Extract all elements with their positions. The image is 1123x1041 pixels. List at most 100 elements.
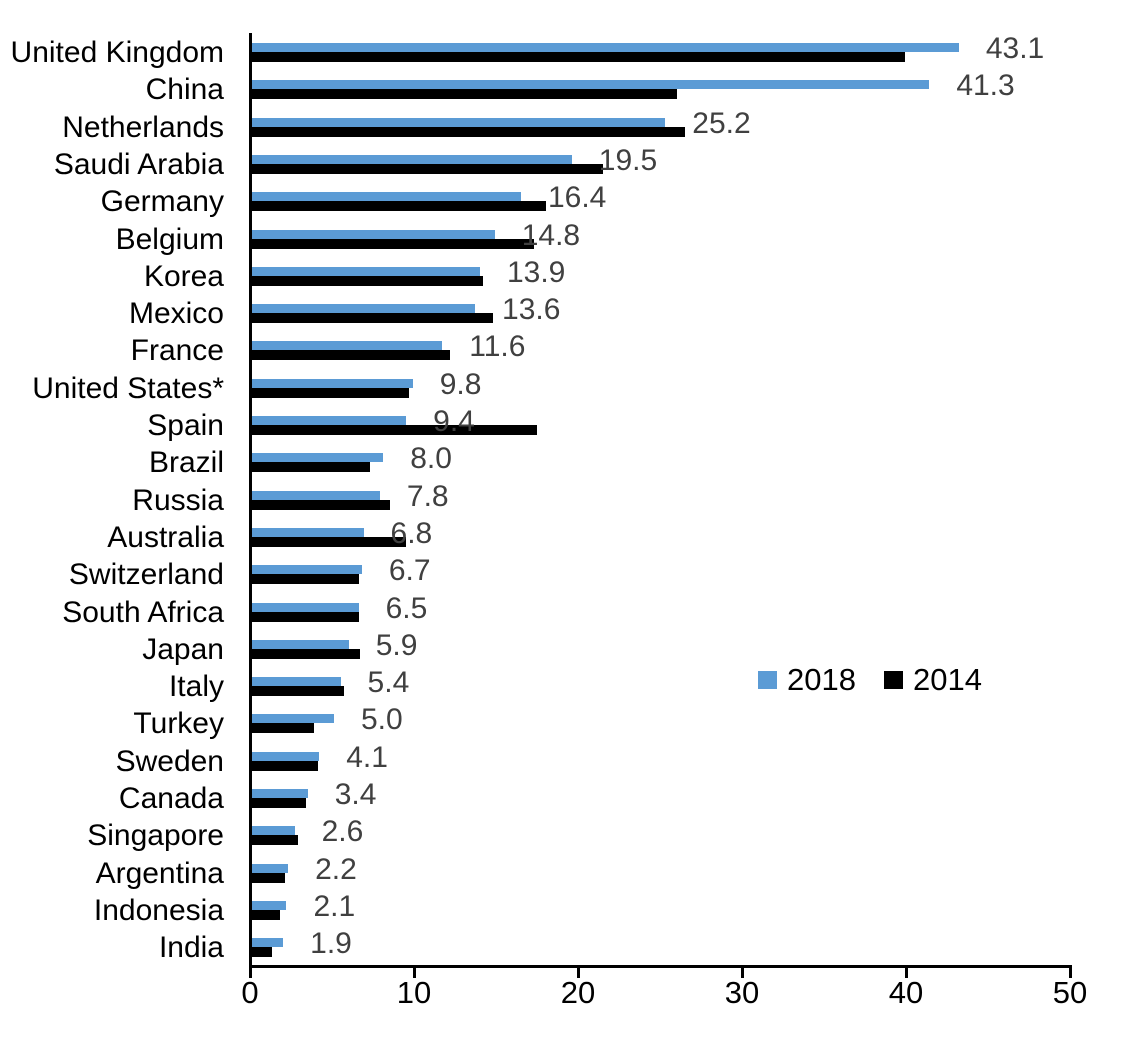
- bar-2014: [252, 201, 546, 212]
- bar-2014: [252, 425, 537, 435]
- value-label: 7.8: [406, 479, 449, 513]
- bar-2014: [252, 126, 685, 137]
- x-tick-label: 40: [888, 975, 924, 1010]
- bar-2014: [252, 313, 493, 324]
- bar-2014: [252, 52, 905, 62]
- value-label: 6.8: [390, 516, 433, 550]
- bar-2018: [252, 789, 308, 798]
- bar-2018: [252, 378, 413, 388]
- category-label: Spain: [147, 409, 224, 442]
- bar-2018: [252, 43, 959, 52]
- category-label: United Kingdom: [10, 36, 224, 69]
- category-label: Italy: [168, 670, 224, 704]
- x-tick-label: 30: [724, 975, 760, 1010]
- x-tick-mark: [905, 968, 908, 978]
- value-label: 9.8: [439, 367, 482, 401]
- category-label: United States*: [32, 371, 224, 405]
- bar-2018: [252, 80, 929, 90]
- bar-2014: [252, 163, 603, 174]
- category-label: Mexico: [128, 297, 224, 331]
- value-label: 11.6: [469, 330, 526, 364]
- bar-2014: [252, 872, 285, 883]
- value-label: 41.3: [956, 69, 1015, 103]
- category-label: Indonesia: [93, 893, 224, 927]
- x-tick-label: 0: [241, 975, 259, 1010]
- value-label: 13.9: [506, 255, 566, 289]
- bar-2018: [252, 229, 495, 239]
- bar-2018: [252, 714, 334, 724]
- bar-2014: [252, 275, 483, 286]
- bar-2014: [252, 947, 272, 958]
- category-label: Turkey: [133, 707, 224, 741]
- chart-legend: 2018 2014: [758, 664, 982, 695]
- bar-2018: [252, 341, 442, 351]
- category-label: Brazil: [148, 446, 224, 480]
- bar-2014: [252, 648, 360, 659]
- category-label: Belgium: [115, 222, 224, 256]
- value-label: 2.6: [321, 815, 364, 849]
- value-label: 1.9: [310, 927, 352, 961]
- bar-2014: [252, 798, 306, 808]
- bar-2014: [252, 387, 409, 398]
- x-tick-mark: [413, 968, 416, 978]
- bar-2014: [252, 909, 280, 920]
- value-label: 2.2: [315, 852, 357, 886]
- category-label: Sweden: [115, 744, 224, 778]
- bar-2018: [252, 490, 380, 500]
- value-label: 43.1: [985, 32, 1045, 65]
- bar-2018: [252, 416, 406, 425]
- value-label: 5.4: [367, 666, 410, 700]
- legend-label-2018: 2018: [787, 662, 856, 697]
- legend-label-2014: 2014: [912, 662, 982, 697]
- category-label: Australia: [107, 520, 224, 554]
- bar-2018: [252, 938, 283, 948]
- x-tick-mark: [577, 968, 580, 978]
- category-label: Switzerland: [68, 558, 224, 592]
- category-label: Japan: [142, 632, 224, 666]
- value-label: 4.1: [346, 740, 388, 774]
- x-tick-mark: [1069, 968, 1072, 978]
- bar-2018: [252, 639, 349, 649]
- value-label: 6.5: [385, 591, 428, 625]
- bar-2014: [252, 462, 370, 473]
- bar-2014: [252, 350, 450, 361]
- bar-2018: [252, 602, 359, 612]
- value-label: 19.5: [598, 143, 658, 177]
- bar-2014: [252, 574, 359, 585]
- bar-2014: [252, 611, 359, 622]
- category-label: Germany: [100, 185, 224, 219]
- x-tick-mark: [249, 968, 252, 978]
- bar-2014: [252, 536, 406, 547]
- bar-2018: [252, 304, 475, 314]
- bar-2018: [252, 453, 383, 463]
- bar-2014: [252, 835, 298, 846]
- bar-2018: [252, 266, 480, 276]
- category-label: Korea: [143, 259, 224, 293]
- value-label: 14.8: [521, 218, 581, 252]
- bar-2018: [252, 826, 295, 836]
- x-tick-label: 20: [560, 975, 596, 1010]
- category-label: Singapore: [87, 819, 224, 853]
- legend-swatch-2014: [883, 670, 903, 689]
- bar-2018: [252, 900, 286, 910]
- value-label: 16.4: [547, 181, 607, 215]
- value-label: 13.6: [502, 293, 561, 327]
- category-label: Canada: [118, 782, 224, 815]
- x-tick-label: 10: [396, 975, 432, 1010]
- value-label: 25.2: [692, 106, 751, 140]
- bar-2018: [252, 863, 288, 873]
- category-label: South Africa: [62, 595, 224, 629]
- bar-2014: [252, 760, 318, 771]
- y-axis-line: [249, 33, 252, 968]
- x-tick-label: 50: [1052, 975, 1088, 1010]
- x-axis-line: [249, 965, 1072, 968]
- bar-2018: [252, 565, 362, 575]
- category-label: Saudi Arabia: [53, 147, 224, 181]
- bar-2018: [252, 154, 572, 164]
- bar-2014: [252, 686, 344, 697]
- value-label: 2.1: [313, 889, 356, 923]
- category-label: China: [145, 73, 224, 107]
- category-label: India: [158, 931, 224, 965]
- category-label: Netherlands: [62, 110, 224, 144]
